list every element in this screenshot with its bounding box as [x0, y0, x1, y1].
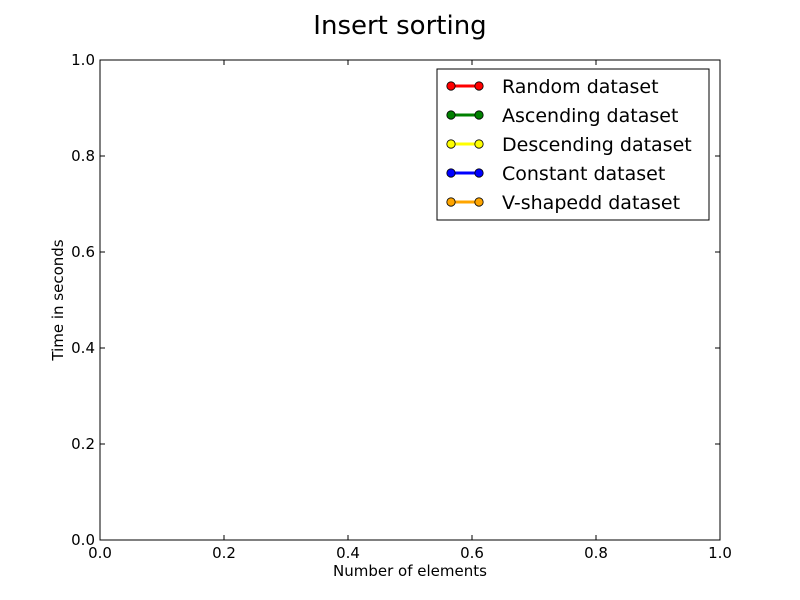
legend-marker: [474, 197, 484, 207]
x-tick-label: 0.0: [88, 544, 112, 562]
x-axis-label: Number of elements: [333, 562, 487, 580]
legend-marker: [446, 168, 456, 178]
legend-label: V-shapedd dataset: [502, 192, 680, 214]
legend-marker: [446, 139, 456, 149]
legend-label: Constant dataset: [502, 163, 665, 185]
y-tick-label: 0.0: [71, 531, 95, 549]
legend-marker: [474, 139, 484, 149]
y-tick-label: 0.6: [71, 243, 95, 261]
legend-label: Ascending dataset: [502, 105, 678, 127]
x-axis-ticks: 0.0 0.2 0.4 0.6 0.8 1.0: [88, 60, 732, 562]
legend-marker: [474, 110, 484, 120]
x-tick-label: 0.6: [460, 544, 484, 562]
legend-marker: [446, 110, 456, 120]
x-tick-label: 0.8: [584, 544, 608, 562]
legend-marker: [446, 197, 456, 207]
y-tick-label: 0.2: [71, 435, 95, 453]
legend-entry: Random dataset: [446, 76, 659, 98]
legend-label: Random dataset: [502, 76, 659, 98]
x-tick-label: 0.4: [336, 544, 360, 562]
legend-entry: V-shapedd dataset: [446, 192, 680, 214]
legend-marker: [446, 81, 456, 91]
legend-marker: [474, 168, 484, 178]
y-tick-label: 0.8: [71, 147, 95, 165]
x-tick-label: 1.0: [708, 544, 732, 562]
legend: Random dataset Ascending dataset Descendin…: [436, 68, 710, 221]
y-axis-label: Time in seconds: [49, 239, 67, 361]
legend-marker: [474, 81, 484, 91]
legend-label: Descending dataset: [502, 134, 692, 156]
legend-entry: Ascending dataset: [446, 105, 678, 127]
chart-title: Insert sorting: [313, 11, 486, 41]
legend-entry: Constant dataset: [446, 163, 665, 185]
y-tick-label: 1.0: [71, 51, 95, 69]
y-axis-ticks: 0.0 0.2 0.4 0.6 0.8 1.0: [71, 51, 720, 549]
x-tick-label: 0.2: [212, 544, 236, 562]
y-tick-label: 0.4: [71, 339, 95, 357]
legend-entry: Descending dataset: [446, 134, 692, 156]
